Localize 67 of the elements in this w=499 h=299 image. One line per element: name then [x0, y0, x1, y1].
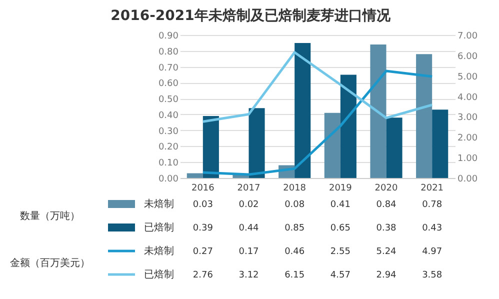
data-label: 2.55 [330, 247, 350, 257]
data-label: 0.46 [284, 247, 305, 257]
bar [370, 44, 386, 178]
data-label: 5.24 [376, 247, 397, 257]
legend-label: 未焙制 [144, 198, 174, 210]
y-tick-label: 0.40 [158, 110, 179, 121]
data-label: 3.12 [238, 270, 259, 280]
text: 数量（万吨） [20, 210, 80, 222]
y2-tick-label: 1.00 [458, 154, 478, 164]
y-tick-label: 0.50 [158, 95, 179, 106]
chart-title: 2016-2021年未焙制及已焙制麦芽进口情况 [110, 8, 392, 24]
y-tick-label: 0.20 [158, 142, 179, 153]
y-tick-label: 0.80 [158, 47, 179, 58]
bar [202, 116, 219, 178]
data-label: 0.08 [284, 200, 305, 210]
legend-label: 已焙制 [144, 222, 174, 234]
bar [248, 108, 265, 178]
y2-tick-label: 7.00 [458, 32, 478, 42]
y-tick-label: 0.70 [158, 63, 179, 74]
data-label: 4.97 [422, 247, 442, 257]
x-tick-label: 2021 [420, 184, 444, 194]
data-label: 4.57 [330, 270, 350, 280]
data-label: 0.03 [192, 200, 213, 210]
bar [294, 42, 311, 178]
bar [386, 118, 402, 178]
data-label: 0.41 [330, 200, 350, 210]
data-label: 2.94 [376, 270, 397, 280]
text: 金额（百万美元） [10, 256, 90, 269]
x-tick-label: 2020 [374, 184, 398, 194]
y2-tick-label: 5.00 [458, 72, 478, 82]
data-label: 0.17 [238, 247, 259, 257]
data-label: 0.85 [284, 224, 305, 234]
line-series [202, 70, 434, 176]
data-label: 0.27 [192, 247, 213, 257]
data-label: 0.38 [376, 224, 397, 234]
legend-label: 未焙制 [144, 245, 174, 257]
y2-tick-label: 0.00 [458, 174, 478, 184]
y2-tick-label: 4.00 [458, 92, 478, 103]
legend-label: 已焙制 [144, 268, 174, 280]
data-label: 0.02 [238, 200, 259, 210]
x-tick-label: 2016 [191, 184, 215, 194]
x-tick-label: 2018 [283, 184, 306, 194]
data-label: 0.43 [422, 224, 442, 234]
y-tick-label: 0.90 [158, 32, 179, 42]
y2-tick-label: 6.00 [458, 52, 478, 62]
data-label: 0.39 [192, 224, 214, 234]
y-tick-label: 0.00 [158, 174, 179, 184]
line-series [202, 51, 434, 123]
data-label: 0.78 [422, 200, 442, 210]
bar [432, 110, 448, 178]
y-tick-label: 0.60 [158, 79, 179, 90]
data-label: 0.84 [376, 200, 397, 210]
bar [340, 74, 356, 178]
bar [416, 54, 432, 178]
data-label: 0.65 [330, 224, 350, 234]
x-tick-label: 2017 [237, 184, 260, 194]
y2-tick-label: 2.00 [458, 134, 478, 144]
data-label: 3.58 [422, 270, 442, 280]
y-tick-label: 0.10 [158, 158, 179, 169]
data-label: 0.44 [238, 224, 260, 234]
y2-tick-label: 3.00 [458, 113, 478, 124]
y-tick-label: 0.30 [158, 126, 179, 137]
bar [324, 112, 340, 178]
x-tick-label: 2019 [328, 184, 352, 194]
bar [186, 173, 203, 178]
data-label: 6.15 [284, 270, 305, 280]
data-label: 2.76 [192, 270, 214, 280]
